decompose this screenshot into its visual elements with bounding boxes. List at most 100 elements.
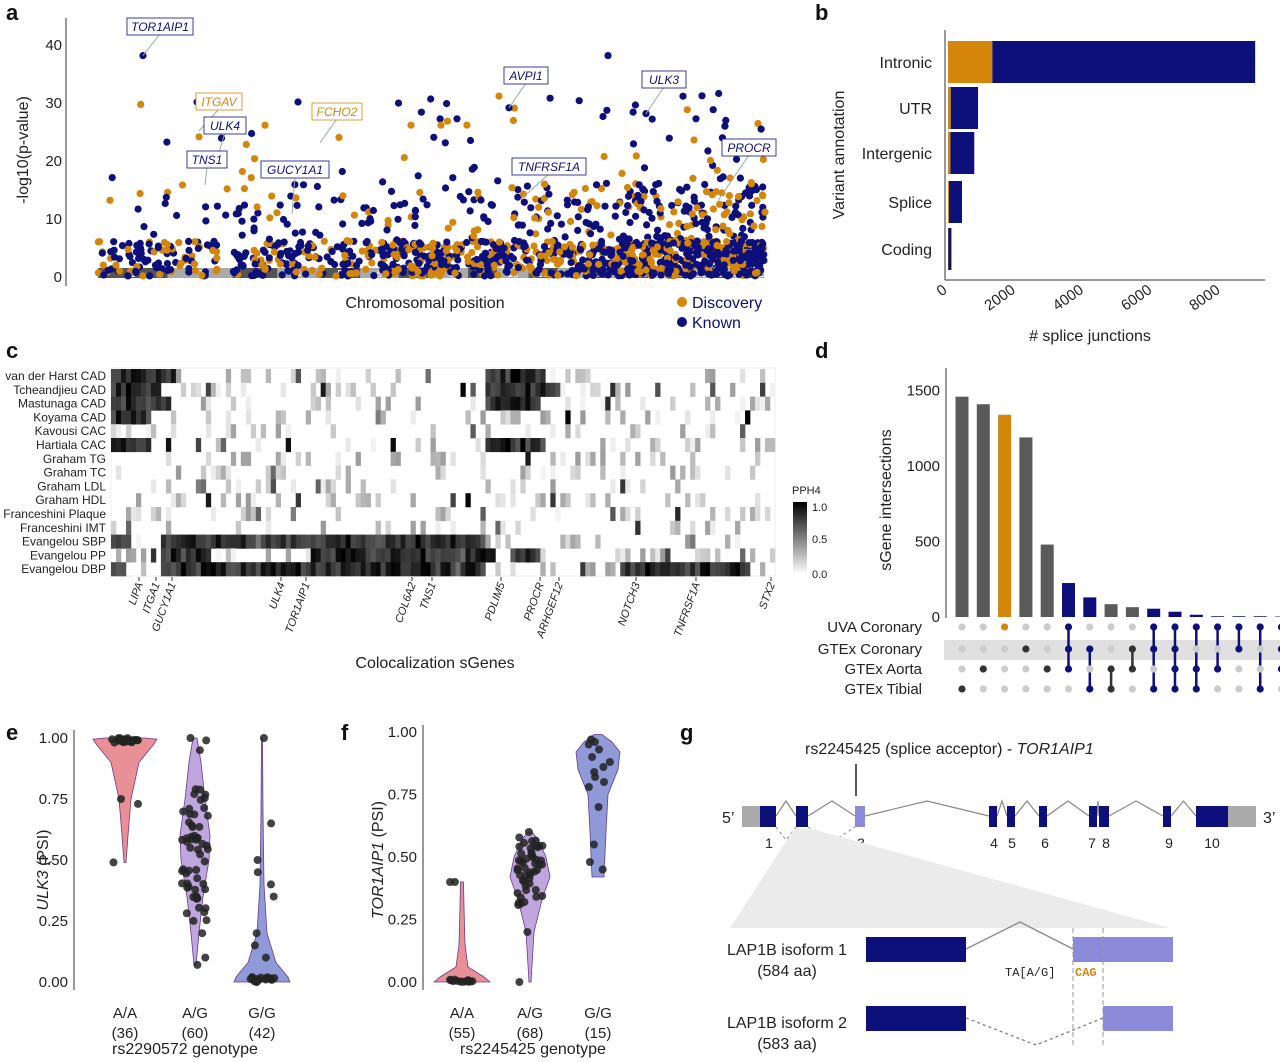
discovery-point bbox=[137, 100, 145, 108]
bar-discovery bbox=[948, 87, 951, 129]
known-point bbox=[104, 266, 112, 274]
d-matrix-dot-active bbox=[1107, 685, 1115, 693]
known-point bbox=[417, 108, 425, 116]
heatmap-cell bbox=[390, 479, 396, 494]
heatmap-cell bbox=[590, 562, 596, 577]
heatmap-cell bbox=[255, 438, 262, 453]
heatmap-cell bbox=[515, 548, 521, 563]
heatmap-cell bbox=[125, 534, 132, 549]
heatmap-cell bbox=[305, 548, 311, 563]
heatmap-cell bbox=[670, 562, 676, 577]
discovery-point bbox=[702, 188, 711, 196]
d-matrix-dot-active bbox=[1256, 685, 1264, 693]
known-point bbox=[640, 164, 649, 172]
heatmap-cell bbox=[160, 369, 167, 384]
heatmap-cell bbox=[450, 520, 456, 535]
d-set-label: GTEx Tibial bbox=[844, 681, 922, 698]
heatmap-cell bbox=[305, 410, 311, 425]
gene-label-box bbox=[503, 66, 549, 85]
heatmap-cell bbox=[385, 520, 391, 535]
known-point bbox=[648, 115, 656, 123]
heatmap-cell bbox=[620, 479, 626, 494]
heatmap-cell bbox=[135, 369, 142, 384]
discovery-point bbox=[223, 185, 231, 193]
d-matrix-dot-active bbox=[1277, 645, 1280, 653]
f-point bbox=[535, 842, 543, 850]
known-point bbox=[378, 245, 386, 253]
heatmap-cell bbox=[715, 396, 721, 411]
heatmap-cell bbox=[730, 382, 736, 397]
heatmap-cell bbox=[765, 396, 771, 411]
f-y-label-rest: (PSI) bbox=[370, 801, 387, 842]
known-point bbox=[739, 224, 747, 232]
d-matrix-dot bbox=[1277, 685, 1280, 693]
known-point bbox=[715, 89, 723, 98]
c-gene-label: TOR1AIP1 bbox=[283, 581, 312, 635]
known-point bbox=[417, 240, 425, 248]
discovery-point bbox=[550, 255, 558, 263]
heatmap-cell bbox=[680, 424, 686, 439]
heatmap-cell bbox=[495, 382, 501, 397]
known-point bbox=[234, 251, 242, 259]
heatmap-cell bbox=[715, 548, 721, 563]
heatmap-cell bbox=[720, 562, 726, 577]
heatmap-cell bbox=[610, 562, 616, 577]
heatmap-cell bbox=[230, 548, 237, 563]
f-point bbox=[520, 864, 529, 872]
heatmap-cell bbox=[165, 451, 172, 466]
panel-e: e ULK3 (PSI) 0.000.250.500.751.00A/A(36)… bbox=[6, 720, 291, 1058]
known-point bbox=[295, 243, 303, 251]
heatmap-cell bbox=[275, 451, 282, 466]
d-bars bbox=[955, 396, 1280, 617]
known-point bbox=[250, 227, 258, 235]
heatmap-cell bbox=[405, 534, 411, 549]
known-point bbox=[254, 209, 262, 217]
c-heatmap bbox=[111, 369, 776, 577]
c-legend-tick: 0.5 bbox=[812, 534, 827, 546]
heatmap-cell bbox=[280, 451, 287, 466]
known-point bbox=[715, 251, 723, 259]
c-legend-gradient bbox=[793, 502, 807, 574]
discovery-point bbox=[684, 239, 692, 247]
known-point bbox=[465, 188, 473, 196]
d-matrix-dot-active bbox=[1192, 685, 1200, 693]
heatmap-cell bbox=[650, 562, 656, 577]
a-ytick: 20 bbox=[45, 153, 62, 170]
discovery-point bbox=[311, 253, 319, 261]
heatmap-cell bbox=[225, 424, 232, 439]
gene-label: ULK4 bbox=[210, 119, 240, 133]
known-point bbox=[520, 198, 528, 206]
a-x-label: Chromosomal position bbox=[345, 295, 504, 312]
heatmap-cell bbox=[220, 534, 227, 549]
heatmap-cell bbox=[480, 562, 486, 577]
heatmap-cell bbox=[495, 562, 501, 577]
heatmap-cell bbox=[330, 424, 336, 439]
g-intron bbox=[864, 800, 990, 817]
heatmap-cell bbox=[425, 534, 431, 549]
heatmap-cell bbox=[111, 520, 117, 535]
heatmap-cell bbox=[365, 548, 371, 563]
discovery-point bbox=[408, 264, 416, 272]
heatmap-cell bbox=[500, 520, 506, 535]
heatmap-cell bbox=[430, 424, 436, 439]
heatmap-cell bbox=[280, 465, 287, 480]
heatmap-cell bbox=[410, 534, 416, 549]
f-point bbox=[513, 889, 522, 898]
a-y-label: -log10(p-value) bbox=[15, 96, 32, 204]
discovery-point bbox=[688, 210, 696, 218]
heatmap-cell bbox=[535, 369, 541, 384]
heatmap-cell bbox=[590, 451, 596, 466]
heatmap-cell bbox=[335, 369, 341, 384]
e-point bbox=[190, 790, 199, 799]
g-exon bbox=[760, 806, 776, 827]
f-point bbox=[585, 858, 594, 866]
heatmap-cell bbox=[535, 548, 541, 563]
known-point bbox=[686, 263, 695, 271]
heatmap-cell bbox=[380, 548, 386, 563]
known-point bbox=[436, 115, 444, 123]
d-matrix-dot-active bbox=[1128, 665, 1136, 673]
heatmap-cell bbox=[205, 548, 212, 563]
known-point bbox=[701, 180, 709, 189]
known-point bbox=[596, 225, 604, 233]
e-point bbox=[132, 736, 141, 745]
